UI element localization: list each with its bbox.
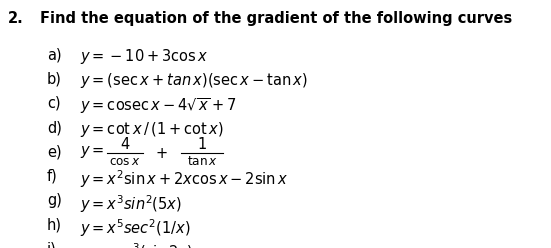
Text: $\cos x$: $\cos x$ (110, 155, 141, 168)
Text: c): c) (47, 96, 61, 111)
Text: d): d) (47, 120, 62, 135)
Text: f): f) (47, 169, 58, 184)
Text: e): e) (47, 144, 62, 159)
Text: a): a) (47, 47, 62, 62)
Text: $y = $: $y = $ (80, 144, 104, 160)
Text: $+$: $+$ (155, 146, 167, 160)
Text: $y = \mathit{cos}^3(\sin 2x)$: $y = \mathit{cos}^3(\sin 2x)$ (80, 242, 192, 248)
Text: i): i) (47, 242, 57, 248)
Text: $y = x^2 \sin x + 2x\cos x - 2\sin x$: $y = x^2 \sin x + 2x\cos x - 2\sin x$ (80, 169, 288, 190)
Text: $y = \mathrm{cosec}\, x - 4\sqrt{x} + 7$: $y = \mathrm{cosec}\, x - 4\sqrt{x} + 7$ (80, 96, 236, 116)
Text: $y = \cot x\,/\,(1 + \cot x)$: $y = \cot x\,/\,(1 + \cot x)$ (80, 120, 223, 139)
Text: b): b) (47, 71, 62, 86)
Text: $\tan x$: $\tan x$ (187, 155, 218, 168)
Text: 4: 4 (121, 137, 129, 152)
Text: h): h) (47, 217, 62, 232)
Text: g): g) (47, 193, 62, 208)
Text: 2.: 2. (8, 11, 24, 26)
Text: $y = (\sec x + \mathit{tan}\,x)(\sec x - \tan x)$: $y = (\sec x + \mathit{tan}\,x)(\sec x -… (80, 71, 307, 91)
Text: $y = -10 + 3\cos x$: $y = -10 + 3\cos x$ (80, 47, 208, 66)
Text: 1: 1 (198, 137, 207, 152)
Text: Find the equation of the gradient of the following curves: Find the equation of the gradient of the… (40, 11, 512, 26)
Text: $y = x^3 \mathit{sin}^2(5x)$: $y = x^3 \mathit{sin}^2(5x)$ (80, 193, 182, 215)
Text: $y = x^5 \mathit{sec}^2(1/x)$: $y = x^5 \mathit{sec}^2(1/x)$ (80, 217, 191, 239)
